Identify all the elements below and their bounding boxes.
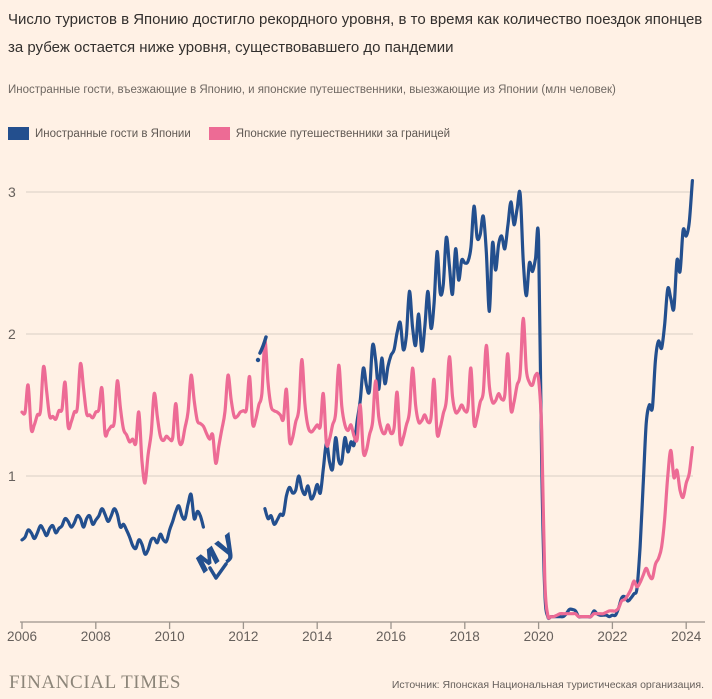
legend-label-visitors: Иностранные гости в Японии (35, 127, 191, 140)
source-note: Источник: Японская Национальная туристич… (391, 679, 704, 691)
annotation-text-mu: му (186, 523, 245, 581)
series-line-0 (20, 179, 694, 621)
x-tick-label-2008: 2008 (81, 629, 111, 644)
ft-logo: FINANCIAL TIMES (9, 672, 182, 693)
y-tick-label-1: 1 (8, 468, 16, 484)
annotation-check-mark (208, 562, 228, 580)
series-line-1 (20, 316, 694, 620)
y-tick-label-2: 2 (8, 326, 16, 342)
legend-item-travelers: Японские путешественники за границей (208, 127, 451, 140)
x-tick-label-2010: 2010 (155, 629, 185, 644)
chart-title: Число туристов в Японию достигло рекордн… (8, 11, 703, 56)
chart-subtitle: Иностранные гости, въезжающие в Японию, … (8, 84, 616, 96)
annotation-dot (255, 357, 261, 363)
x-tick-label-2020: 2020 (524, 629, 554, 644)
legend-label-travelers: Японские путешественники за границей (235, 127, 451, 140)
legend-swatch-travelers (208, 127, 230, 140)
x-tick-label-2012: 2012 (228, 629, 258, 644)
x-axis: 2006 2008 2010 2012 2014 2016 2018 2020 2022 2024 (7, 621, 705, 644)
legend: Иностранные гости в Японии Японские путе… (8, 127, 468, 140)
annotation-apostrophe-stroke (258, 335, 268, 355)
legend-item-visitors: Иностранные гости в Японии (8, 127, 191, 140)
y-tick-label-3: 3 (8, 184, 16, 200)
x-tick-label-2006: 2006 (7, 629, 37, 644)
x-tick-label-2016: 2016 (376, 629, 406, 644)
x-tick-label-2024: 2024 (671, 629, 702, 644)
x-tick-label-2018: 2018 (450, 629, 480, 644)
x-tick-label-2022: 2022 (597, 629, 627, 644)
x-tick-label-2014: 2014 (302, 629, 333, 644)
gridlines (26, 191, 693, 477)
handwritten-annotation: му (186, 335, 268, 581)
y-axis-labels: 1 2 3 (8, 184, 16, 484)
data-series (20, 179, 694, 621)
legend-swatch-visitors (8, 127, 29, 140)
